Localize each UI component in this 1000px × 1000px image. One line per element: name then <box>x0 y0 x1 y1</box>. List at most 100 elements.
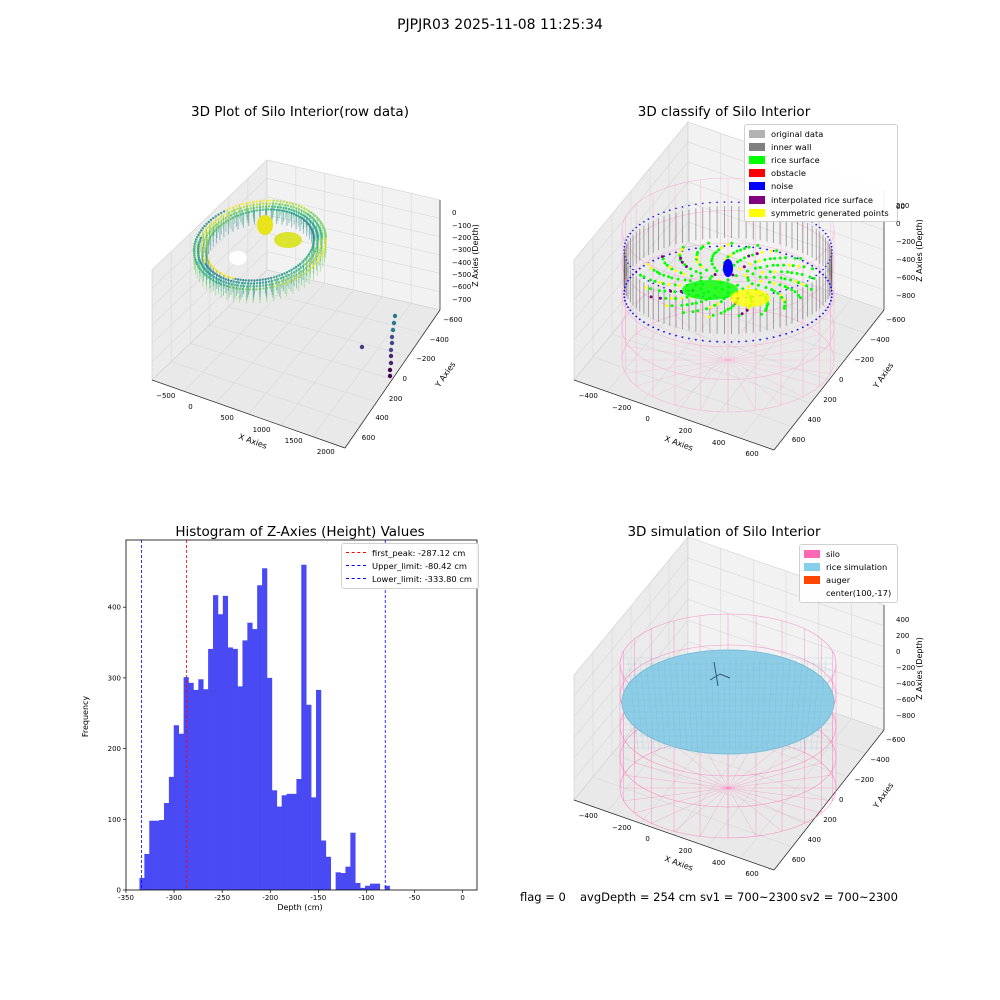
raw-point <box>213 267 216 271</box>
surface-point <box>730 241 734 245</box>
raw-point <box>256 279 259 282</box>
surface-point <box>719 311 723 315</box>
silo-floor-spoke <box>727 346 831 361</box>
histogram-bar <box>163 803 170 890</box>
surface-point <box>795 272 799 275</box>
surface-point <box>731 304 735 308</box>
raw-point <box>299 266 303 269</box>
noise-point <box>635 270 638 273</box>
noise-point <box>827 306 829 309</box>
raw-point <box>282 282 285 286</box>
figure-title: PJPJR03 2025-11-08 11:25:34 <box>397 17 603 33</box>
surface-point <box>726 255 730 259</box>
raw-point <box>210 274 213 277</box>
noise-point <box>681 336 684 338</box>
raw-point <box>261 281 265 284</box>
noise-point <box>623 293 625 295</box>
raw-point <box>268 202 271 205</box>
histogram-bar <box>242 640 248 890</box>
noise-point <box>695 203 697 206</box>
histogram-bar <box>208 648 214 890</box>
noise-point <box>730 341 733 343</box>
noise-point <box>643 221 645 223</box>
panel3-legend-label: auger <box>826 574 851 585</box>
surface-point <box>685 303 689 307</box>
surface-point <box>708 277 712 281</box>
p1-xtick: 0 <box>188 403 193 411</box>
y-axis-line <box>344 309 441 449</box>
histogram-legend-entry: Upper_limit: -80.42 cm <box>346 559 474 572</box>
silo-floor-spoke <box>727 787 805 824</box>
raw-point <box>279 206 282 209</box>
surface-point <box>782 263 786 267</box>
silo-floor-spoke <box>625 359 729 374</box>
noise-point <box>663 211 665 213</box>
auger-blade <box>709 673 731 681</box>
raw-point <box>236 207 239 211</box>
grid-line <box>573 557 885 697</box>
raw-point <box>317 218 320 221</box>
raw-point <box>310 221 313 224</box>
raw-stray-point <box>390 327 396 333</box>
surface-point <box>679 256 683 260</box>
raw-point <box>300 261 304 264</box>
surface-point <box>660 255 664 259</box>
noise-point <box>759 247 761 250</box>
raw-point <box>255 282 259 285</box>
p2-xtick: −400 <box>578 391 598 400</box>
raw-point <box>310 216 314 219</box>
histogram-bar <box>159 820 165 890</box>
raw-point <box>300 217 304 220</box>
surface-point <box>776 291 780 295</box>
raw-point <box>220 272 223 276</box>
surface-point <box>805 284 808 288</box>
surface-point <box>808 275 812 279</box>
raw-point <box>324 235 328 238</box>
raw-point <box>285 271 289 274</box>
noise-point <box>723 201 726 203</box>
p3-xtick: −400 <box>578 811 598 820</box>
histogram-legend-line <box>346 552 366 554</box>
noise-point <box>624 299 626 302</box>
mesh-line <box>687 659 693 751</box>
p1-ytick: 400 <box>375 414 389 423</box>
surface-point <box>669 289 673 293</box>
noise-point <box>766 337 768 340</box>
surface-point <box>783 304 787 308</box>
noise-point <box>647 218 650 220</box>
noise-point <box>796 257 799 260</box>
noise-point <box>716 340 718 343</box>
noise-point <box>818 270 821 273</box>
noise-point <box>623 245 626 248</box>
surface-point <box>696 251 700 254</box>
surface-point <box>717 248 721 252</box>
histogram-bar <box>369 883 376 890</box>
surface-point <box>726 278 730 282</box>
p3-ytick: 400 <box>807 836 821 844</box>
p2-ytick: −600 <box>886 316 906 324</box>
grid-line <box>247 288 425 334</box>
raw-point <box>318 227 322 230</box>
sv2-text: sv2 = 700~2300 <box>800 890 898 904</box>
surface-point <box>696 260 700 264</box>
noise-cluster <box>723 259 733 277</box>
surface-point <box>668 265 672 269</box>
mesh-line <box>699 659 703 751</box>
surface-point <box>707 241 711 245</box>
raw-point <box>302 210 305 213</box>
raw-point <box>220 276 223 279</box>
raw-point <box>307 213 310 216</box>
raw-point <box>267 277 270 280</box>
raw-point <box>305 270 308 274</box>
raw-point <box>267 205 271 208</box>
surface-point <box>764 286 768 289</box>
surface-point <box>739 258 742 262</box>
p1-ztick: −500 <box>452 271 472 280</box>
raw-point <box>261 208 264 211</box>
raw-point <box>297 208 301 211</box>
silo-floor-spoke <box>636 359 729 387</box>
histogram-bar <box>301 564 307 890</box>
p2-xtick: 400 <box>712 438 726 447</box>
noise-point <box>657 284 660 287</box>
raw-point <box>316 260 319 263</box>
